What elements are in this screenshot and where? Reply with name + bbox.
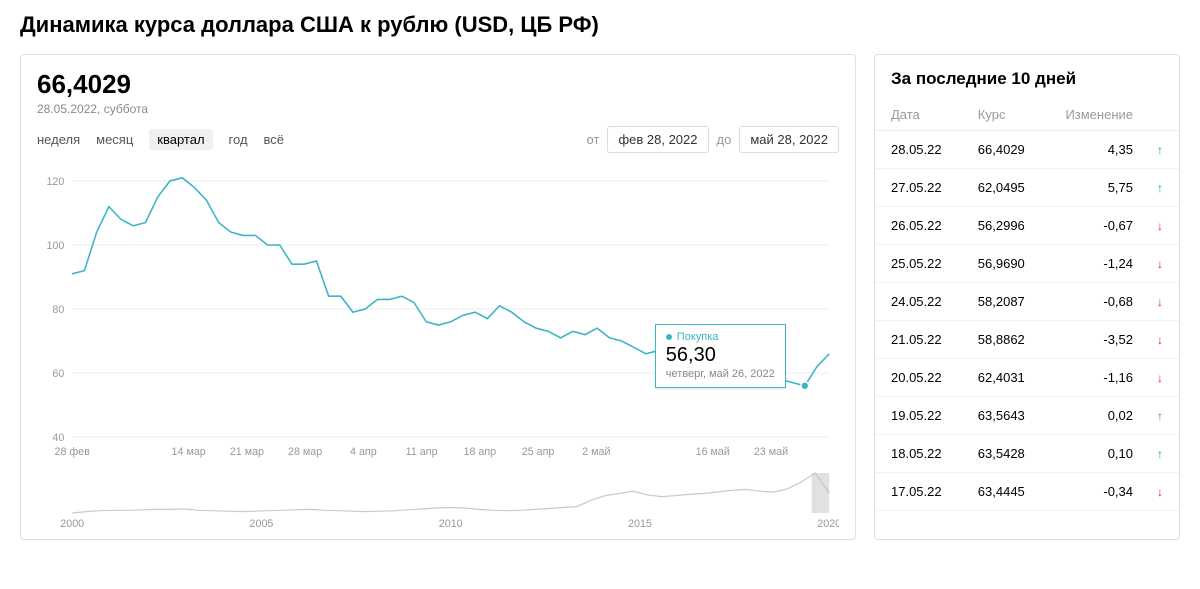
cell-rate: 58,2087 [962,283,1045,321]
cell-date: 19.05.22 [875,397,962,435]
arrow-up-icon: ↑ [1141,131,1179,169]
arrow-down-icon: ↓ [1141,359,1179,397]
svg-text:16 май: 16 май [696,446,730,458]
cell-change: -3,52 [1045,321,1141,359]
date-to[interactable]: май 28, 2022 [739,126,839,153]
cell-rate: 62,0495 [962,169,1045,207]
cell-change: -0,34 [1045,473,1141,511]
cell-date: 25.05.22 [875,245,962,283]
cell-rate: 58,8862 [962,321,1045,359]
svg-text:2015: 2015 [628,518,652,529]
period-tab-неделя[interactable]: неделя [37,132,80,147]
arrow-up-icon: ↑ [1141,435,1179,473]
svg-text:2000: 2000 [60,518,84,529]
svg-text:2020: 2020 [817,518,839,529]
cell-change: -0,67 [1045,207,1141,245]
cell-rate: 56,9690 [962,245,1045,283]
page-title: Динамика курса доллара США к рублю (USD,… [20,12,1180,38]
cell-change: -0,68 [1045,283,1141,321]
svg-text:21 мар: 21 мар [230,446,264,458]
overview-chart[interactable]: 2000 2005 2010 2015 2020 [37,469,839,529]
svg-text:2 май: 2 май [582,446,610,458]
period-tabs: неделя месяц квартал год всё [37,132,300,147]
table-row[interactable]: 27.05.2262,04955,75↑ [875,169,1179,207]
date-range: от фев 28, 2022 до май 28, 2022 [587,126,839,153]
date-from[interactable]: фев 28, 2022 [607,126,708,153]
cell-change: 4,35 [1045,131,1141,169]
table-row[interactable]: 19.05.2263,56430,02↑ [875,397,1179,435]
cell-rate: 56,2996 [962,207,1045,245]
svg-text:28 фев: 28 фев [54,446,90,458]
cell-rate: 62,4031 [962,359,1045,397]
cell-rate: 63,5428 [962,435,1045,473]
cell-change: -1,16 [1045,359,1141,397]
col-rate: Курс [962,99,1045,131]
arrow-down-icon: ↓ [1141,245,1179,283]
cell-rate: 66,4029 [962,131,1045,169]
table-row[interactable]: 26.05.2256,2996-0,67↓ [875,207,1179,245]
table-row[interactable]: 25.05.2256,9690-1,24↓ [875,245,1179,283]
svg-text:28 мар: 28 мар [288,446,322,458]
recent-days-card: За последние 10 дней Дата Курс Изменение… [874,54,1180,540]
svg-text:25 апр: 25 апр [522,446,555,458]
table-row[interactable]: 21.05.2258,8862-3,52↓ [875,321,1179,359]
cell-date: 18.05.22 [875,435,962,473]
cell-rate: 63,5643 [962,397,1045,435]
arrow-up-icon: ↑ [1141,397,1179,435]
svg-text:60: 60 [52,368,64,380]
cell-change: 0,02 [1045,397,1141,435]
svg-text:18 апр: 18 апр [463,446,496,458]
arrow-up-icon: ↑ [1141,169,1179,207]
current-rate: 66,4029 [37,69,839,100]
recent-days-table: Дата Курс Изменение 28.05.2266,40294,35↑… [875,99,1179,511]
col-date: Дата [875,99,962,131]
table-row[interactable]: 17.05.2263,4445-0,34↓ [875,473,1179,511]
from-label: от [587,132,600,147]
cell-date: 28.05.22 [875,131,962,169]
main-chart[interactable]: 40 60 80 100 120 28 фев 14 мар 21 мар 28 мар 4 ап… [37,171,839,461]
col-change: Изменение [1045,99,1141,131]
cell-date: 17.05.22 [875,473,962,511]
period-tab-месяц[interactable]: месяц [96,132,133,147]
svg-text:14 мар: 14 мар [172,446,206,458]
svg-text:40: 40 [52,432,64,444]
cell-rate: 63,4445 [962,473,1045,511]
svg-text:100: 100 [46,240,64,252]
to-label: до [717,132,732,147]
table-row[interactable]: 28.05.2266,40294,35↑ [875,131,1179,169]
svg-text:2005: 2005 [250,518,274,529]
svg-text:4 апр: 4 апр [350,446,377,458]
svg-text:120: 120 [46,176,64,188]
current-date: 28.05.2022, суббота [37,102,839,116]
arrow-down-icon: ↓ [1141,473,1179,511]
chart-card: 66,4029 28.05.2022, суббота неделя месяц к… [20,54,856,540]
cell-date: 27.05.22 [875,169,962,207]
cell-date: 26.05.22 [875,207,962,245]
cell-date: 20.05.22 [875,359,962,397]
cell-date: 21.05.22 [875,321,962,359]
table-row[interactable]: 18.05.2263,54280,10↑ [875,435,1179,473]
svg-text:23 май: 23 май [754,446,788,458]
cell-change: 5,75 [1045,169,1141,207]
cell-date: 24.05.22 [875,283,962,321]
recent-days-title: За последние 10 дней [875,69,1179,99]
period-tab-год[interactable]: год [229,132,248,147]
table-row[interactable]: 20.05.2262,4031-1,16↓ [875,359,1179,397]
period-tab-всё[interactable]: всё [264,132,285,147]
cell-change: 0,10 [1045,435,1141,473]
svg-text:11 апр: 11 апр [406,446,438,458]
table-row[interactable]: 24.05.2258,2087-0,68↓ [875,283,1179,321]
svg-text:80: 80 [52,304,64,316]
svg-text:2010: 2010 [439,518,463,529]
arrow-down-icon: ↓ [1141,207,1179,245]
arrow-down-icon: ↓ [1141,283,1179,321]
cell-change: -1,24 [1045,245,1141,283]
arrow-down-icon: ↓ [1141,321,1179,359]
period-tab-квартал[interactable]: квартал [149,129,212,150]
